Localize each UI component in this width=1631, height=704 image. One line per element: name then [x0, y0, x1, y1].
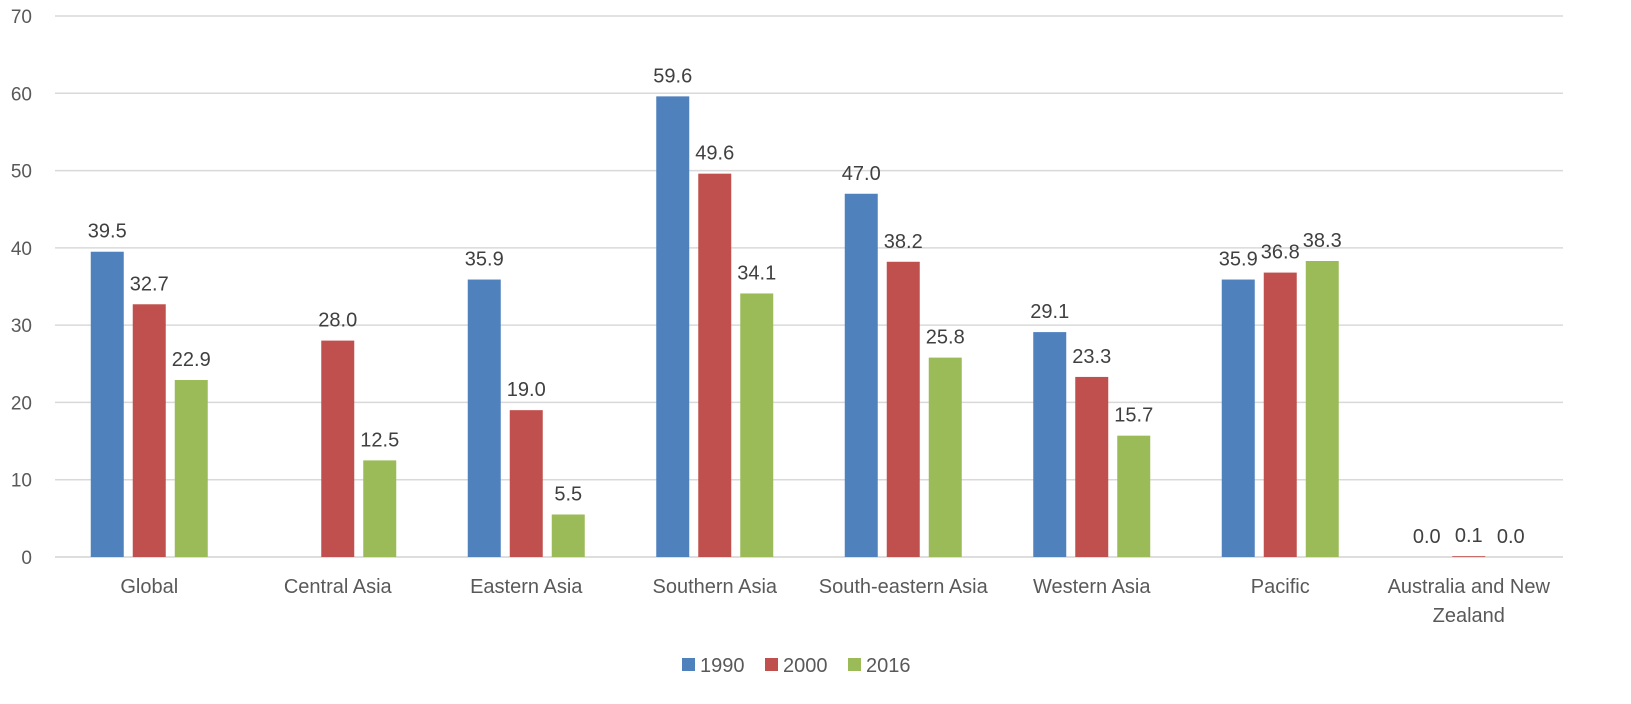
bar-2000	[1452, 556, 1486, 557]
bar-2000	[321, 340, 355, 557]
y-tick-label: 60	[11, 84, 32, 105]
y-tick-label: 40	[11, 239, 32, 260]
data-label-1990: 35.9	[465, 249, 504, 271]
category-label: Central Asia	[284, 576, 393, 598]
category-label: Australia and New	[1388, 576, 1551, 598]
data-label-2000: 23.3	[1072, 346, 1111, 368]
legend-label-1990: 1990	[700, 655, 745, 677]
y-tick-label: 70	[11, 7, 32, 28]
y-axis-ticks: 0 10 20 30 40 50 60 70	[11, 7, 32, 569]
data-label-1990: 0.0	[1413, 526, 1441, 548]
bar-2016	[928, 357, 962, 557]
category-label: Global	[120, 576, 178, 598]
y-tick-label: 0	[21, 548, 32, 569]
bar-2016	[1305, 260, 1339, 557]
data-label-1990: 59.6	[653, 65, 692, 87]
category-label: Western Asia	[1033, 576, 1151, 598]
category-label: Eastern Asia	[470, 576, 583, 598]
data-label-2000: 38.2	[884, 231, 923, 253]
data-label-2016: 12.5	[360, 429, 399, 451]
y-tick-label: 20	[11, 393, 32, 414]
bar-1990	[90, 251, 124, 557]
bar-1990	[656, 96, 690, 558]
legend-label-2016: 2016	[866, 655, 911, 677]
legend-swatch-2000	[765, 658, 778, 671]
bar-1990	[844, 193, 878, 557]
data-label-2016: 38.3	[1303, 230, 1342, 252]
legend-swatch-2016	[848, 658, 861, 671]
bar-2000	[509, 410, 543, 557]
bar-2000	[1075, 376, 1109, 557]
bar-2016	[1117, 435, 1151, 557]
data-label-1990: 35.9	[1219, 249, 1258, 271]
bar-1990	[467, 279, 501, 557]
bars	[90, 96, 1486, 558]
bar-2000	[132, 304, 166, 557]
data-labels: 39.5 35.9 59.6 47.0 29.1 35.9 0.0 32.7 28.0 19.0 4…	[88, 65, 1525, 548]
category-label: Zealand	[1433, 605, 1505, 627]
data-label-2016: 25.8	[926, 327, 965, 349]
category-label: South-eastern Asia	[819, 576, 989, 598]
bar-1990	[1221, 279, 1255, 557]
data-label-2016: 22.9	[172, 349, 211, 371]
bar-2016	[740, 293, 774, 557]
category-labels: Global Central Asia Eastern Asia Southern A…	[120, 576, 1550, 627]
data-label-1990: 29.1	[1030, 301, 1069, 323]
data-label-2000: 19.0	[507, 379, 546, 401]
data-label-2016: 34.1	[737, 262, 776, 284]
bar-2016	[551, 514, 585, 557]
gridlines	[55, 15, 1563, 558]
bar-2016	[174, 380, 208, 557]
data-label-2016: 5.5	[554, 483, 582, 505]
category-label: Southern Asia	[652, 576, 777, 598]
data-label-1990: 39.5	[88, 221, 127, 243]
bar-2000	[698, 173, 732, 558]
legend: 1990 2000 2016	[682, 655, 911, 677]
bar-2016	[363, 460, 397, 557]
data-label-2000: 49.6	[695, 143, 734, 165]
data-label-2000: 28.0	[318, 310, 357, 332]
y-tick-label: 10	[11, 471, 32, 492]
legend-label-2000: 2000	[783, 655, 828, 677]
data-label-2000: 36.8	[1261, 242, 1300, 264]
bar-2000	[1263, 272, 1297, 557]
data-label-2000: 32.7	[130, 273, 169, 295]
category-label: Pacific	[1251, 576, 1310, 598]
data-label-2016: 0.0	[1497, 526, 1525, 548]
data-label-1990: 47.0	[842, 163, 881, 185]
data-label-2000: 0.1	[1455, 525, 1483, 547]
bar-1990	[1033, 332, 1067, 557]
y-tick-label: 30	[11, 316, 32, 337]
legend-swatch-1990	[682, 658, 695, 671]
y-tick-label: 50	[11, 162, 32, 183]
data-label-2016: 15.7	[1114, 405, 1153, 427]
bar-2000	[886, 261, 920, 557]
